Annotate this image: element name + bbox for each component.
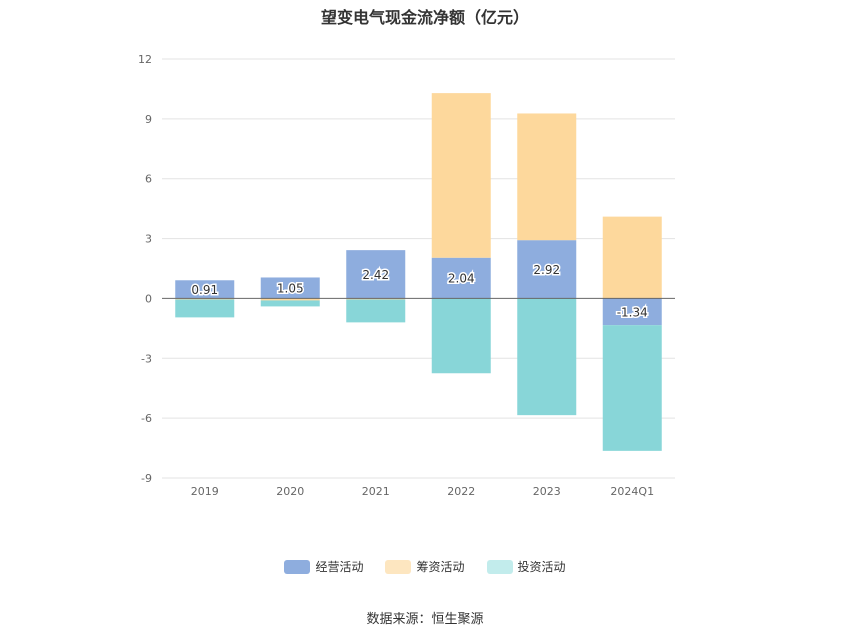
data-label: 2.04 — [448, 272, 475, 286]
data-label: 0.91 — [191, 283, 218, 297]
legend-label-investing: 投资活动 — [517, 560, 566, 574]
data-label: -1.34 — [617, 305, 648, 319]
bar-经营活动 — [346, 250, 406, 299]
legend-item-financing[interactable]: 筹资活动 — [385, 558, 465, 575]
legend-item-operating[interactable]: 经营活动 — [284, 558, 363, 575]
y-tick-label: 6 — [145, 173, 152, 186]
x-tick-label: 2021 — [362, 485, 390, 498]
y-tick-label: 9 — [145, 113, 152, 126]
axes: 12 9 6 3 0 -3 -6 -9 2019 2020 2021 2022 2023 2024Q1 — [138, 53, 675, 498]
x-tick-label: 2022 — [447, 485, 475, 498]
y-tick-label: -9 — [141, 472, 152, 485]
bar-投资活动 — [602, 325, 662, 451]
bar-经营活动 — [260, 277, 320, 299]
data-label: 2.92 — [533, 263, 560, 277]
legend-swatch-operating — [284, 559, 311, 574]
legend-item-investing[interactable]: 投资活动 — [486, 558, 566, 575]
legend-label-operating: 经营活动 — [315, 560, 364, 574]
y-tick-label: -6 — [141, 412, 152, 425]
bar-筹资活动 — [517, 113, 577, 241]
data-labels: 0.91 1.05 2.42 2.04 2.92 -1.34 — [190, 261, 649, 320]
legend-swatch-investing — [486, 559, 513, 574]
bar-投资活动 — [431, 298, 491, 374]
grid-lines — [162, 58, 675, 479]
y-tick-label: 0 — [145, 292, 152, 305]
x-tick-label: 2019 — [191, 485, 219, 498]
data-label: 2.42 — [362, 268, 389, 282]
bar-筹资活动 — [431, 93, 491, 258]
y-tick-label: 12 — [138, 53, 152, 66]
x-tick-label: 2023 — [533, 485, 561, 498]
chart-title: 望变电气现金流净额（亿元） — [320, 8, 529, 27]
x-tick-label: 2024Q1 — [610, 485, 654, 498]
bar-筹资活动 — [602, 216, 662, 299]
bars — [175, 93, 662, 451]
legend: 经营活动 筹资活动 投资活动 — [0, 558, 850, 575]
legend-swatch-financing — [385, 559, 412, 574]
legend-label-financing: 筹资活动 — [416, 560, 465, 574]
bar-投资活动 — [346, 299, 406, 323]
bar-投资活动 — [517, 298, 577, 416]
data-label: 1.05 — [277, 281, 304, 295]
bar-筹资活动 — [260, 298, 320, 301]
y-tick-label: -3 — [141, 352, 152, 365]
y-tick-label: 3 — [145, 233, 152, 246]
bar-投资活动 — [175, 299, 235, 318]
bar-经营活动 — [517, 240, 577, 299]
x-tick-label: 2020 — [276, 485, 304, 498]
bar-经营活动 — [175, 280, 235, 299]
bar-经营活动 — [431, 257, 491, 299]
bar-投资活动 — [260, 300, 320, 307]
source-note: 数据来源：恒生聚源 — [366, 612, 484, 627]
bar-经营活动 — [602, 298, 662, 326]
